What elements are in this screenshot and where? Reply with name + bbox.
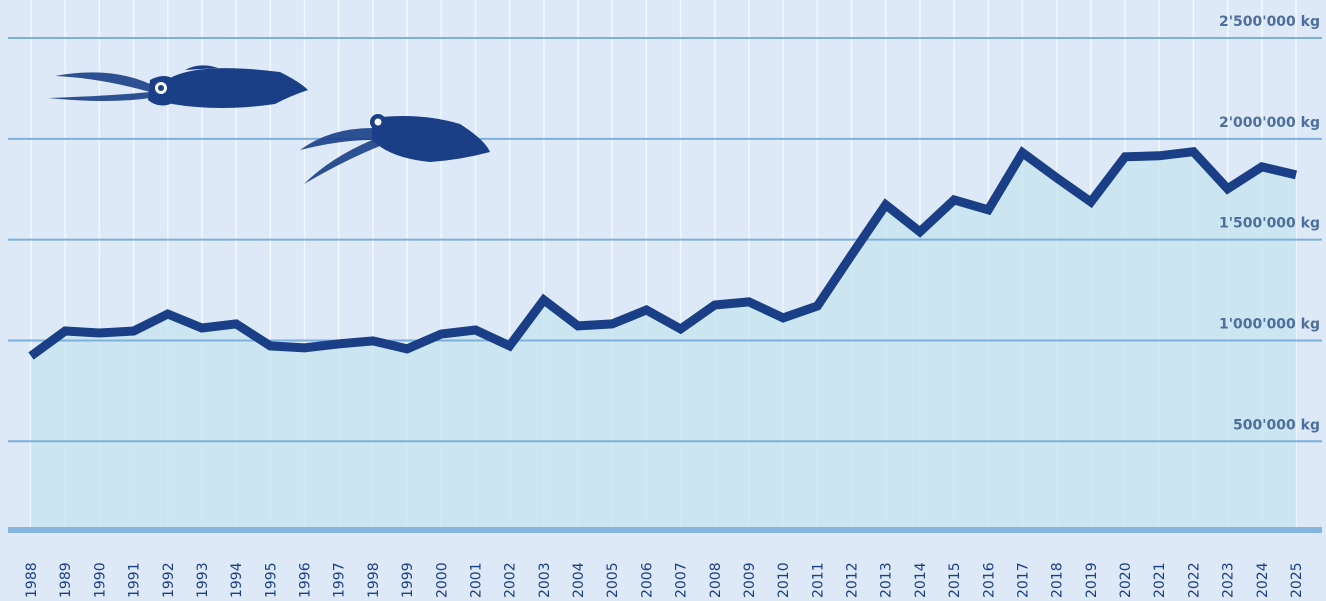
page: {"chart_data": {"type": "line", "categor… xyxy=(0,0,1326,601)
x-tick-label: 2022 xyxy=(1186,562,1202,598)
x-tick-label: 2002 xyxy=(503,562,519,598)
y-tick-label: 1'000'000 kg xyxy=(1219,316,1320,332)
x-tick-label: 2007 xyxy=(674,562,690,598)
x-tick-label: 2020 xyxy=(1118,562,1134,598)
x-tick-label: 2006 xyxy=(639,562,655,598)
x-tick-label: 2005 xyxy=(605,562,621,598)
x-tick-label: 2009 xyxy=(742,562,758,598)
x-tick-label: 2017 xyxy=(1015,562,1031,598)
chart: 1988 1989 1990 1991 1992 1993 1994 1995 1996 1997… xyxy=(0,0,1326,601)
x-tick-label: 2025 xyxy=(1289,562,1305,598)
x-tick-label: 1993 xyxy=(195,562,211,598)
x-tick-label: 2000 xyxy=(434,562,450,598)
x-tick-label: 1988 xyxy=(24,562,40,598)
x-tick-label: 2016 xyxy=(981,562,997,598)
y-tick-label: 2'500'000 kg xyxy=(1219,14,1320,30)
x-tick-label: 2024 xyxy=(1255,562,1271,598)
x-tick-label: 1997 xyxy=(332,562,348,598)
y-tick-label: 500'000 kg xyxy=(1233,417,1320,433)
x-tick-label: 1998 xyxy=(366,562,382,598)
x-tick-label: 1989 xyxy=(58,562,74,598)
x-tick-label: 2018 xyxy=(1050,562,1066,598)
x-tick-label: 2023 xyxy=(1221,562,1237,598)
x-tick-label: 2010 xyxy=(776,562,792,598)
x-tick-label: 2001 xyxy=(468,562,484,598)
x-tick-label: 2003 xyxy=(537,562,553,598)
x-tick-label: 2008 xyxy=(708,562,724,598)
x-tick-label: 1994 xyxy=(229,562,245,598)
x-tick-label: 2014 xyxy=(913,562,929,598)
x-tick-label: 1991 xyxy=(127,562,143,598)
x-tick-label: 1999 xyxy=(400,562,416,598)
x-tick-label: 2015 xyxy=(947,562,963,598)
x-tick-label: 2013 xyxy=(879,562,895,598)
x-tick-label: 2011 xyxy=(810,562,826,598)
y-tick-label: 2'000'000 kg xyxy=(1219,115,1320,131)
y-tick-label: 1'500'000 kg xyxy=(1219,216,1320,232)
x-tick-label: 1995 xyxy=(263,562,279,598)
x-tick-label: 2021 xyxy=(1152,562,1168,598)
x-tick-label: 1992 xyxy=(161,562,177,598)
x-tick-label: 2004 xyxy=(571,562,587,598)
x-tick-label: 1990 xyxy=(92,562,108,598)
x-tick-label: 1996 xyxy=(298,562,314,598)
x-tick-label: 2012 xyxy=(845,562,861,598)
x-tick-label: 2019 xyxy=(1084,562,1100,598)
